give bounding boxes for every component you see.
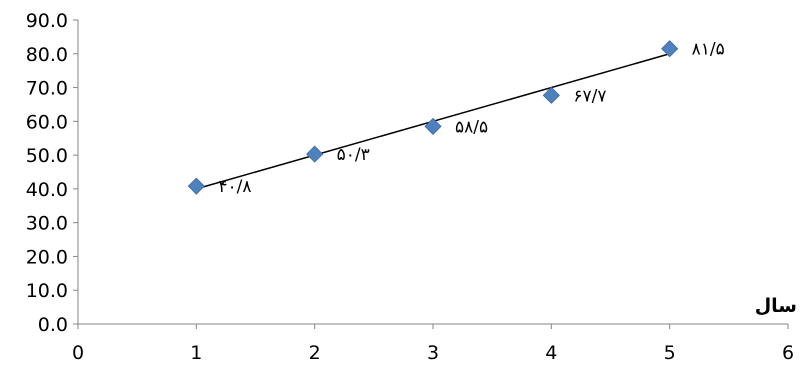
data-point-label: ۴۰/۸ [218,177,251,197]
y-tick-label: 90.0 [26,10,68,32]
data-labels: ۴۰/۸ ۵۰/۳ ۵۸/۵ ۶۷/۷ ۸۱/۵ [218,40,724,197]
y-axis-ticks: 0.0 10.0 20.0 30.0 40.0 50.0 60.0 70.0 80.0 90.0 [26,10,78,336]
x-tick-label: 6 [782,342,794,364]
data-point-marker [542,86,560,104]
data-point-marker [187,177,205,195]
x-axis-title: سال [755,295,797,317]
x-tick-label: 5 [664,342,676,364]
y-tick-label: 50.0 [26,145,68,167]
data-point-label: ۶۷/۷ [573,86,606,106]
x-tick-label: 2 [309,342,321,364]
axes [77,20,788,325]
data-point-label: ۵۸/۵ [455,117,488,137]
data-point-marker [661,40,679,58]
y-tick-label: 60.0 [26,111,68,133]
y-tick-label: 70.0 [26,78,68,100]
x-tick-label: 1 [190,342,202,364]
y-tick-label: 0.0 [38,314,68,336]
y-tick-label: 80.0 [26,44,68,66]
y-tick-label: 20.0 [26,246,68,268]
data-points [187,40,679,195]
y-tick-label: 10.0 [26,280,68,302]
x-tick-label: 0 [72,342,84,364]
data-point-marker [306,145,324,163]
y-tick-label: 30.0 [26,213,68,235]
data-point-label: ۵۰/۳ [337,145,370,165]
x-axis-ticks: 0 1 2 3 4 5 6 [72,324,794,364]
data-point-label: ۸۱/۵ [692,40,725,60]
x-tick-label: 4 [545,342,557,364]
data-point-marker [424,117,442,135]
x-tick-label: 3 [427,342,439,364]
y-tick-label: 40.0 [26,179,68,201]
